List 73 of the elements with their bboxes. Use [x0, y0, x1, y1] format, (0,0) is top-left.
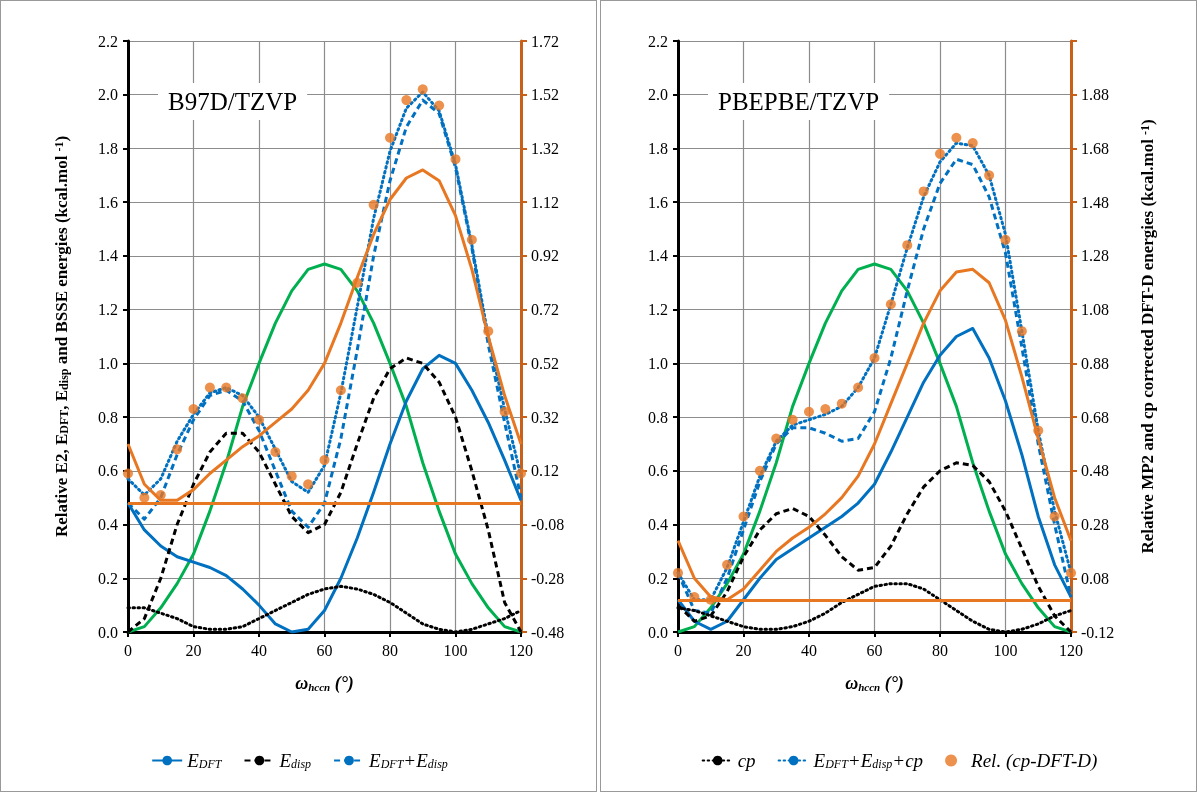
x-tick-label: 0 — [124, 641, 132, 659]
y2-tick-label: 1.12 — [531, 193, 559, 211]
y2-tick-label: 0.52 — [531, 354, 559, 372]
y-tick-label: 0.6 — [98, 462, 118, 480]
y-tick-label: 1.6 — [648, 193, 668, 211]
x-tick-label: 80 — [932, 641, 948, 659]
y-tick-label: 2.2 — [648, 32, 668, 50]
x-tick-label: 80 — [382, 641, 398, 659]
text: PBEPBE/TZVP — [718, 88, 880, 115]
y2-tick-label: -0.48 — [531, 623, 565, 641]
y2-tick-label: 0.32 — [531, 408, 559, 426]
y2-tick-label: 0.68 — [1081, 408, 1109, 426]
y-tick-label: 1.4 — [648, 247, 668, 265]
y-tick-label: 0.2 — [648, 569, 668, 587]
legend-label: EDFT+Edisp+cp — [812, 750, 924, 771]
y2-tick-label: -0.08 — [531, 516, 565, 534]
x-tick-label: 100 — [993, 641, 1018, 659]
y2-tick-label: 1.72 — [531, 32, 559, 50]
y-tick-label: 0.2 — [98, 569, 118, 587]
y-tick-label: 0.0 — [648, 623, 668, 641]
x-tick-label: 40 — [801, 641, 817, 659]
y2-tick-label: 1.52 — [531, 86, 559, 104]
y2-tick-label: 1.68 — [1081, 139, 1109, 157]
y2-tick-label: -0.12 — [1081, 623, 1115, 641]
y-tick-label: 1.2 — [648, 301, 668, 319]
y2-tick-label: 0.92 — [531, 247, 559, 265]
x-axis-title: ωhccn (°) — [295, 673, 354, 694]
y2-tick-label: 1.48 — [1081, 193, 1109, 211]
y2-tick-label: 0.72 — [531, 301, 559, 319]
y-tick-label: 0.8 — [648, 408, 668, 426]
legend-label: Rel. (cp-DFT-D) — [970, 750, 1098, 772]
text: B97D/TZVP — [168, 88, 298, 115]
legend-label: cp — [737, 750, 756, 771]
y2-tick-label: 0.48 — [1081, 462, 1109, 480]
legend-label: EDFT+Edisp — [368, 750, 448, 771]
x-tick-label: 40 — [251, 641, 267, 659]
x-tick-label: 120 — [1059, 641, 1083, 659]
y2-tick-label: 1.88 — [1081, 86, 1109, 104]
y-axis-title: Relative E2, EDFT, Edisp and BSSE energies (kcal.mol-1) — [52, 135, 71, 538]
x-tick-label: 60 — [316, 641, 333, 659]
x-tick-label: 60 — [866, 641, 883, 659]
y-tick-label: 0.6 — [648, 462, 668, 480]
y2-tick-label: 0.28 — [1081, 516, 1109, 534]
y-tick-label: 1.6 — [98, 193, 118, 211]
y-tick-label: 2.0 — [98, 86, 118, 104]
y2-tick-label: 1.28 — [1081, 247, 1109, 265]
y-tick-label: 0.0 — [98, 623, 118, 641]
x-tick-label: 100 — [443, 641, 468, 659]
y2-tick-label: -0.28 — [531, 569, 565, 587]
y-tick-label: 0.4 — [648, 516, 668, 534]
x-tick-label: 0 — [674, 641, 682, 659]
x-tick-label: 120 — [509, 641, 533, 659]
y2-axis-title: Relative MP2 and cp corrected DFT-D energies (kcal.mol-1) — [1138, 119, 1157, 554]
y-tick-label: 1.0 — [648, 354, 668, 372]
y-tick-label: 1.8 — [98, 139, 118, 157]
y2-tick-label: 0.12 — [531, 462, 559, 480]
y-tick-label: 2.0 — [648, 86, 668, 104]
y-tick-label: 1.8 — [648, 139, 668, 157]
x-tick-label: 20 — [735, 641, 752, 659]
y-tick-label: 0.8 — [98, 408, 118, 426]
y-tick-label: 1.4 — [98, 247, 118, 265]
y-tick-label: 1.2 — [98, 301, 118, 319]
y-tick-label: 1.0 — [98, 354, 118, 372]
y2-tick-label: 0.08 — [1081, 569, 1109, 587]
y-tick-label: 0.4 — [98, 516, 118, 534]
y2-tick-label: 1.32 — [531, 139, 559, 157]
y-tick-label: 2.2 — [98, 32, 118, 50]
x-tick-label: 20 — [185, 641, 202, 659]
legend-label: Edisp — [278, 750, 312, 771]
y2-tick-label: 1.08 — [1081, 301, 1109, 319]
legend-label: EDFT — [186, 750, 223, 771]
y2-tick-label: 0.88 — [1081, 354, 1109, 372]
x-axis-title: ωhccn (°) — [845, 673, 904, 694]
